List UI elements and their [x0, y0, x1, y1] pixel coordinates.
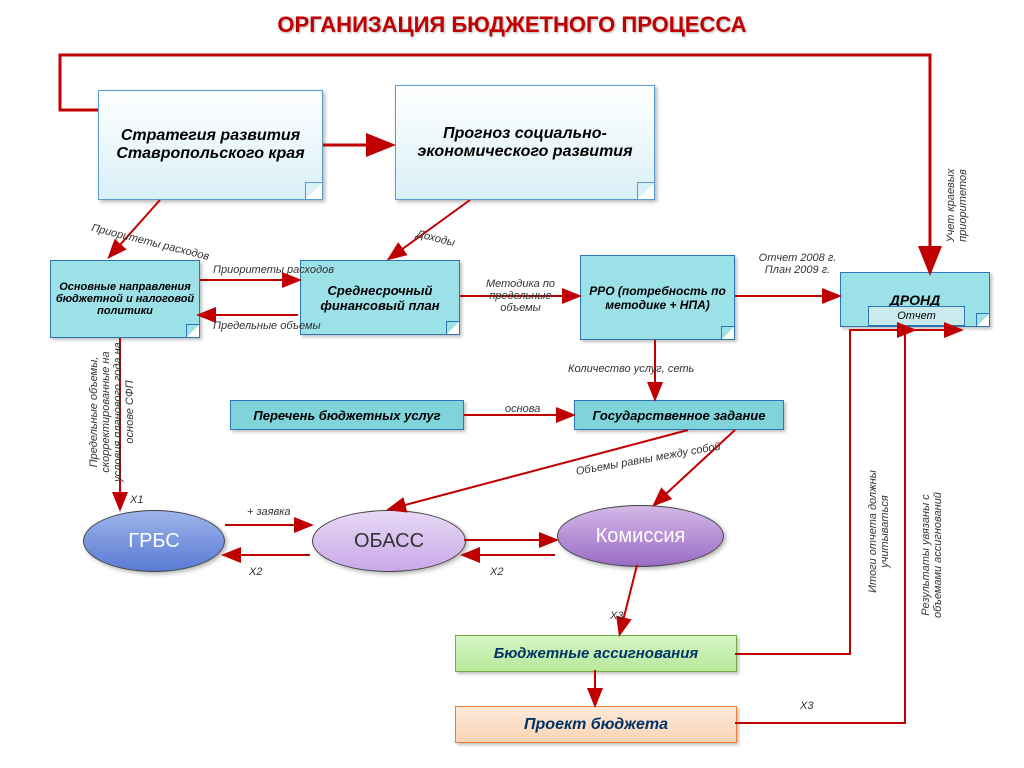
edge-label-e10: Предельные объемы, скорректированные на … [88, 332, 136, 492]
edge-label-e14: Х2 [249, 566, 262, 578]
edge-label-e2: Доходы [415, 228, 456, 249]
edge-label-e9: основа [505, 403, 540, 415]
node-task: Государственное задание [574, 400, 784, 430]
edge-label-e12: X1 [130, 494, 143, 506]
edge-label-e5: Методика по предельные объемы [468, 278, 573, 314]
edge-label-e11: Объемы равны между собой [575, 441, 722, 478]
edge-label-e19: Результаты увязаны с объемами ассигнован… [920, 470, 944, 640]
edge-label-e16: Х3 [610, 610, 623, 622]
node-rpo: РРО (потребность по методике + НПА) [580, 255, 735, 340]
node-grbs: ГРБС [83, 510, 225, 572]
node-directions: Основные направления бюджетной и налогов… [50, 260, 200, 338]
edge-label-e1: Приоритеты расходов [90, 222, 210, 263]
edge-label-e4: Предельные объемы [213, 320, 321, 332]
page-title: ОРГАНИЗАЦИЯ БЮДЖЕТНОГО ПРОЦЕССА [0, 12, 1024, 38]
edge-label-e13: + заявка [247, 506, 291, 518]
node-allocations: Бюджетные ассигнования [455, 635, 737, 672]
node-forecast: Прогноз социально-экономического развити… [395, 85, 655, 200]
edge-label-e17: Х3 [800, 700, 813, 712]
node-strategy: Стратегия развития Ставропольского края [98, 90, 323, 200]
edge-label-e6: Отчет 2008 г. План 2009 г. [750, 252, 845, 276]
node-obass: ОБАСС [312, 510, 466, 572]
node-services: Перечень бюджетных услуг [230, 400, 464, 430]
edge-label-e18: Итоги отчета должны учитываться [867, 453, 891, 610]
edge-label-e15: Х2 [490, 566, 503, 578]
edge-label-e8: Количество услуг, сеть [568, 363, 694, 375]
edge-label-e7: Учет краевых приоритетов [945, 166, 969, 245]
node-project: Проект бюджета [455, 706, 737, 743]
node-report: Отчет [868, 306, 965, 326]
edge-label-e3: Приоритеты расходов [213, 264, 334, 276]
node-commission: Комиссия [557, 505, 724, 567]
